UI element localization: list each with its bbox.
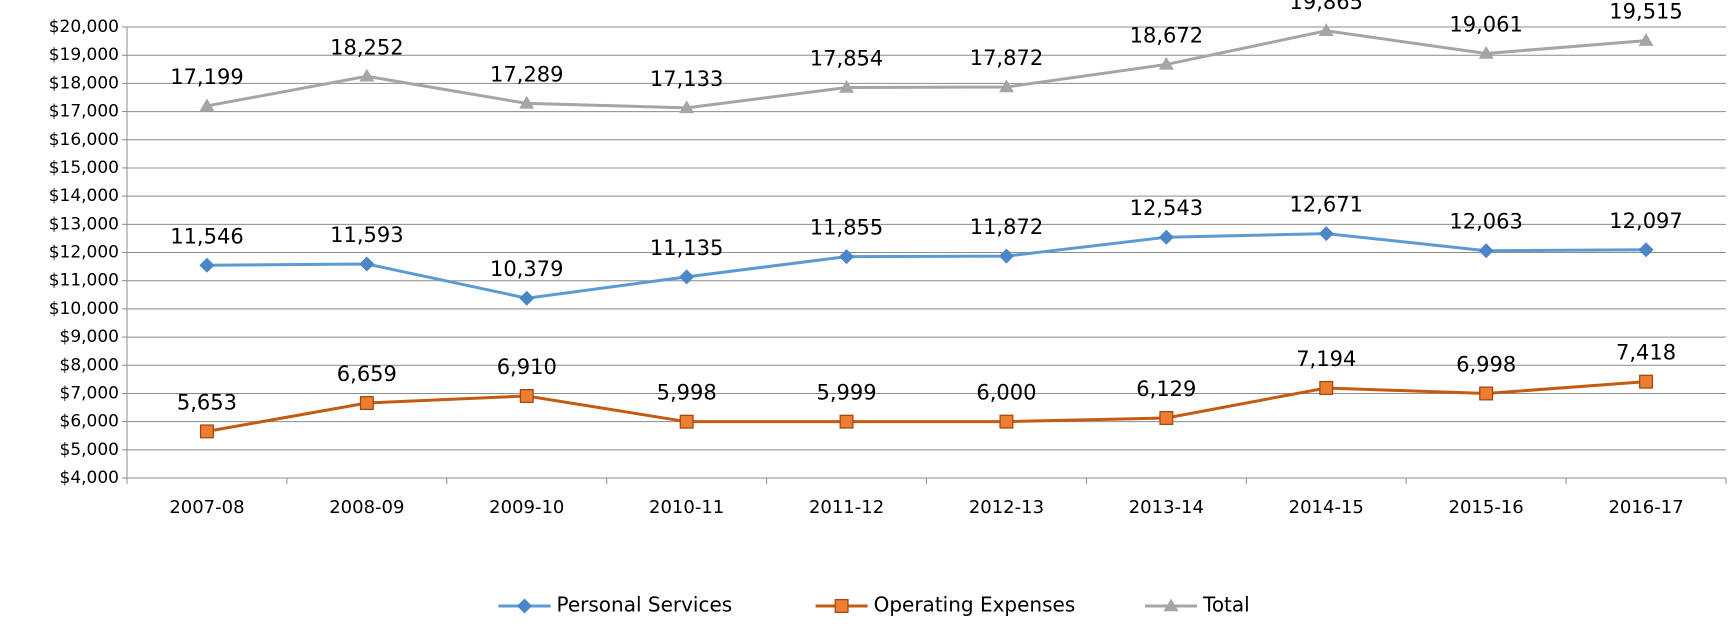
y-tick-label: $15,000 xyxy=(49,158,119,178)
data-label: 5,998 xyxy=(657,381,717,405)
data-label: 17,289 xyxy=(490,62,563,86)
y-tick-label: $13,000 xyxy=(49,214,119,234)
data-label: 11,546 xyxy=(170,224,243,248)
x-tick-label: 2015-16 xyxy=(1449,497,1524,518)
data-label: 11,855 xyxy=(810,216,883,240)
data-label: 12,097 xyxy=(1609,209,1682,233)
marker xyxy=(199,98,215,112)
marker xyxy=(1479,386,1494,401)
marker xyxy=(1638,242,1654,258)
x-tick-label: 2007-08 xyxy=(169,497,244,518)
marker xyxy=(519,290,535,306)
series-line xyxy=(206,232,1647,300)
legend-label: Operating Expenses xyxy=(874,593,1076,617)
data-label: 18,672 xyxy=(1130,23,1203,47)
marker xyxy=(1159,411,1174,425)
marker xyxy=(519,388,534,403)
marker xyxy=(517,598,532,614)
marker xyxy=(998,79,1014,93)
marker xyxy=(1478,45,1494,59)
y-tick-label: $19,000 xyxy=(49,45,119,65)
marker xyxy=(1319,380,1334,395)
data-label: 12,671 xyxy=(1290,193,1363,217)
y-tick-label: $14,000 xyxy=(49,186,119,206)
data-label: 17,199 xyxy=(170,65,243,89)
x-tick-label: 2009-10 xyxy=(489,497,564,518)
data-label: 5,653 xyxy=(177,390,237,414)
marker xyxy=(839,414,854,429)
marker xyxy=(1478,243,1494,259)
legend-label: Total xyxy=(1202,593,1250,617)
legend-label: Personal Services xyxy=(557,593,733,617)
data-label: 7,418 xyxy=(1616,341,1676,365)
data-label: 6,129 xyxy=(1136,377,1196,401)
data-label: 17,872 xyxy=(970,46,1043,70)
marker xyxy=(1163,598,1179,612)
y-tick-label: $5,000 xyxy=(60,440,119,460)
data-label: 6,910 xyxy=(497,355,557,379)
data-label: 10,379 xyxy=(490,257,563,281)
data-label: 5,999 xyxy=(816,381,876,405)
marker xyxy=(679,269,695,285)
data-label: 11,135 xyxy=(650,236,723,260)
series-line xyxy=(206,29,1647,110)
data-label: 11,872 xyxy=(970,215,1043,239)
marker xyxy=(1158,229,1174,245)
data-label: 6,659 xyxy=(337,362,397,386)
marker xyxy=(199,257,215,273)
x-tick-label: 2011-12 xyxy=(809,497,884,518)
marker xyxy=(839,249,855,265)
marker xyxy=(1318,226,1334,242)
marker xyxy=(519,95,535,109)
x-tick-label: 2014-15 xyxy=(1289,497,1364,518)
data-label: 18,252 xyxy=(330,35,403,59)
data-label: 7,194 xyxy=(1296,347,1356,371)
marker xyxy=(1639,374,1654,389)
y-tick-label: $17,000 xyxy=(49,102,119,122)
y-tick-label: $11,000 xyxy=(49,271,119,291)
x-tick-label: 2008-09 xyxy=(329,497,404,518)
y-tick-label: $10,000 xyxy=(49,299,119,319)
x-tick-label: 2012-13 xyxy=(969,497,1044,518)
marker xyxy=(1638,33,1654,46)
y-tick-label: $4,000 xyxy=(60,468,119,488)
data-label: 11,593 xyxy=(330,223,403,247)
marker xyxy=(1318,23,1334,37)
data-label: 6,000 xyxy=(976,381,1036,405)
y-tick-label: $7,000 xyxy=(60,383,119,403)
data-label: 12,063 xyxy=(1449,210,1522,234)
marker xyxy=(679,414,694,429)
marker xyxy=(359,396,374,411)
data-label: 19,061 xyxy=(1449,12,1522,36)
y-tick-label: $18,000 xyxy=(49,73,119,93)
marker xyxy=(359,68,375,82)
marker xyxy=(1158,56,1174,70)
x-tick-label: 2013-14 xyxy=(1129,497,1204,518)
data-label: 19,515 xyxy=(1609,0,1682,24)
marker xyxy=(998,248,1014,264)
series-line xyxy=(206,380,1647,433)
y-tick-label: $16,000 xyxy=(49,130,119,150)
marker xyxy=(679,100,695,114)
y-tick-label: $8,000 xyxy=(60,355,119,375)
data-label: 19,865 xyxy=(1290,0,1363,14)
y-tick-label: $20,000 xyxy=(49,17,119,37)
data-label: 12,543 xyxy=(1130,196,1203,220)
y-tick-label: $9,000 xyxy=(60,327,119,347)
marker xyxy=(999,414,1014,429)
data-label: 17,133 xyxy=(650,67,723,91)
x-tick-label: 2010-11 xyxy=(649,497,724,518)
marker xyxy=(199,424,214,439)
y-tick-label: $12,000 xyxy=(49,243,119,263)
marker xyxy=(359,256,375,272)
data-label: 6,998 xyxy=(1456,352,1516,376)
y-tick-label: $6,000 xyxy=(60,412,119,432)
marker xyxy=(839,79,855,93)
data-label: 17,854 xyxy=(810,46,883,70)
x-tick-label: 2016-17 xyxy=(1608,497,1683,518)
marker xyxy=(834,599,849,613)
